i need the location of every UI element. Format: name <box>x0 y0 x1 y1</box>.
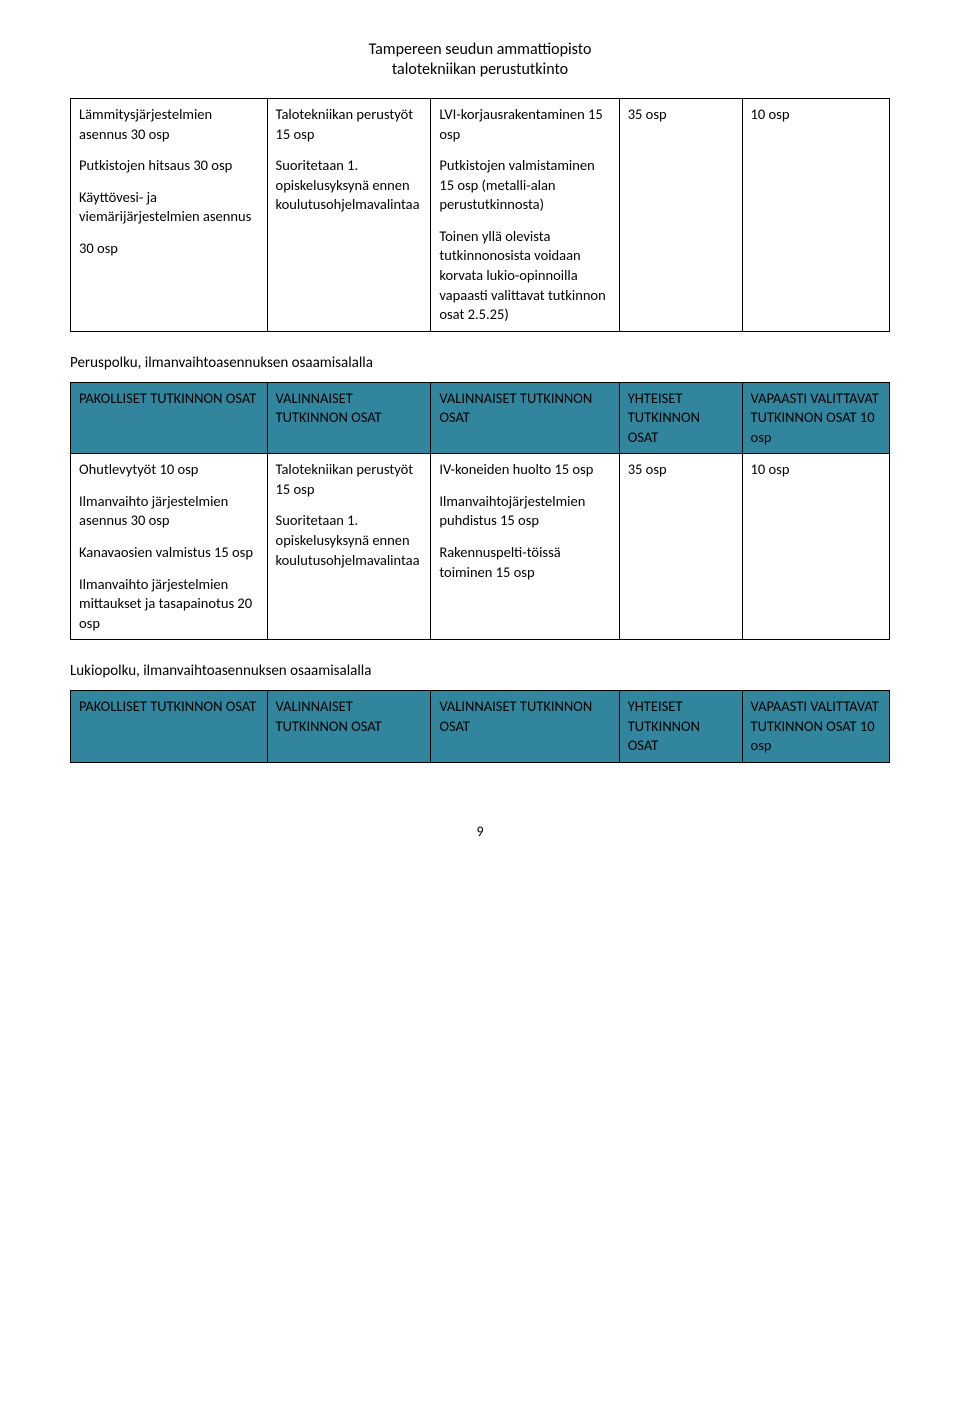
t3-h2: VALINNAISET TUTKINNON OSAT <box>267 691 431 763</box>
cell-text: Putkistojen valmistaminen 15 osp (metall… <box>439 156 610 215</box>
t3-h1: PAKOLLISET TUTKINNON OSAT <box>71 691 268 763</box>
document-header: Tampereen seudun ammattiopisto talotekni… <box>70 40 890 80</box>
cell-text: Talotekniikan perustyöt 15 osp <box>276 460 423 499</box>
table-header-row: PAKOLLISET TUTKINNON OSAT VALINNAISET TU… <box>71 691 890 763</box>
cell-text: Ilmanvaihto järjestelmien asennus 30 osp <box>79 492 259 531</box>
t2-c5: 10 osp <box>742 454 889 640</box>
header-line-2: talotekniikan perustutkinto <box>70 60 890 80</box>
table-3: PAKOLLISET TUTKINNON OSAT VALINNAISET TU… <box>70 690 890 763</box>
header-line-1: Tampereen seudun ammattiopisto <box>70 40 890 60</box>
section-2-title: Peruspolku, ilmanvaihtoasennuksen osaami… <box>70 354 890 372</box>
t1-c5: 10 osp <box>742 99 889 332</box>
t1-c4: 35 osp <box>619 99 742 332</box>
cell-text: Lämmitysjärjestelmien asennus 30 osp <box>79 105 259 144</box>
t3-h3: VALINNAISET TUTKINNON OSAT <box>431 691 619 763</box>
section-3-title: Lukiopolku, ilmanvaihtoasennuksen osaami… <box>70 662 890 680</box>
cell-text: Käyttövesi- ja viemärijärjestelmien asen… <box>79 188 259 227</box>
table-row: Ohutlevytyöt 10 osp Ilmanvaihto järjeste… <box>71 454 890 640</box>
t2-h2: VALINNAISET TUTKINNON OSAT <box>267 382 431 454</box>
cell-text: 30 osp <box>79 239 259 259</box>
cell-text: Ilmanvaihtojärjestelmien puhdistus 15 os… <box>439 492 610 531</box>
cell-text: Putkistojen hitsaus 30 osp <box>79 156 259 176</box>
t1-c2: Talotekniikan perustyöt 15 osp Suoriteta… <box>267 99 431 332</box>
cell-text: Talotekniikan perustyöt 15 osp <box>276 105 423 144</box>
table-header-row: PAKOLLISET TUTKINNON OSAT VALINNAISET TU… <box>71 382 890 454</box>
page-number: 9 <box>70 823 890 840</box>
table-2: PAKOLLISET TUTKINNON OSAT VALINNAISET TU… <box>70 382 890 641</box>
t2-c4: 35 osp <box>619 454 742 640</box>
t2-c3: IV-koneiden huolto 15 osp Ilmanvaihtojär… <box>431 454 619 640</box>
t2-h1: PAKOLLISET TUTKINNON OSAT <box>71 382 268 454</box>
t2-c2: Talotekniikan perustyöt 15 osp Suoriteta… <box>267 454 431 640</box>
t3-h4: YHTEISET TUTKINNON OSAT <box>619 691 742 763</box>
cell-text: IV-koneiden huolto 15 osp <box>439 460 610 480</box>
cell-text: Ohutlevytyöt 10 osp <box>79 460 259 480</box>
t3-h5: VAPAASTI VALITTAVAT TUTKINNON OSAT 10 os… <box>742 691 889 763</box>
cell-text: Suoritetaan 1. opiskelusyksynä ennen kou… <box>276 511 423 570</box>
cell-text: Suoritetaan 1. opiskelusyksynä ennen kou… <box>276 156 423 215</box>
t1-c1: Lämmitysjärjestelmien asennus 30 osp Put… <box>71 99 268 332</box>
t1-c3: LVI-korjausrakentaminen 15 osp Putkistoj… <box>431 99 619 332</box>
cell-text: Rakennuspelti-töissä toiminen 15 osp <box>439 543 610 582</box>
t2-c1: Ohutlevytyöt 10 osp Ilmanvaihto järjeste… <box>71 454 268 640</box>
table-row: Lämmitysjärjestelmien asennus 30 osp Put… <box>71 99 890 332</box>
cell-text: Ilmanvaihto järjestelmien mittaukset ja … <box>79 575 259 634</box>
cell-text: LVI-korjausrakentaminen 15 osp <box>439 105 610 144</box>
t2-h5: VAPAASTI VALITTAVAT TUTKINNON OSAT 10 os… <box>742 382 889 454</box>
cell-text: Kanavaosien valmistus 15 osp <box>79 543 259 563</box>
t2-h4: YHTEISET TUTKINNON OSAT <box>619 382 742 454</box>
t2-h3: VALINNAISET TUTKINNON OSAT <box>431 382 619 454</box>
cell-text: Toinen yllä olevista tutkinnonosista voi… <box>439 227 610 325</box>
table-1: Lämmitysjärjestelmien asennus 30 osp Put… <box>70 98 890 332</box>
